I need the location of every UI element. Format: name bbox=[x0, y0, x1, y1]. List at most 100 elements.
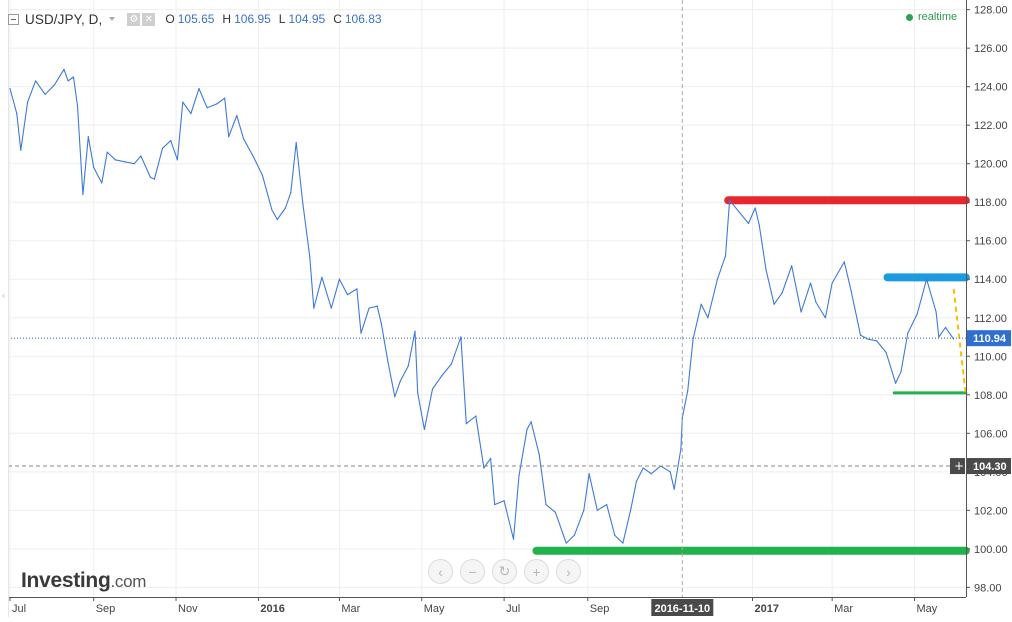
y-tick-label: 100.00 bbox=[974, 544, 1008, 556]
price-point bbox=[938, 336, 940, 338]
grid bbox=[8, 0, 966, 597]
price-point bbox=[916, 313, 918, 315]
price-point bbox=[824, 317, 827, 319]
price-point bbox=[900, 371, 902, 373]
price-point bbox=[114, 159, 116, 161]
settings-icon[interactable]: ⚙ bbox=[127, 12, 141, 26]
price-point bbox=[483, 467, 485, 469]
x-tick-label: May bbox=[424, 603, 445, 615]
scroll-right-button[interactable]: › bbox=[556, 559, 581, 584]
price-point bbox=[773, 303, 775, 305]
price-point bbox=[302, 203, 304, 205]
price-point bbox=[669, 471, 671, 473]
price-line-layer bbox=[9, 68, 955, 544]
close-icon[interactable]: ✕ bbox=[142, 12, 156, 26]
price-point bbox=[330, 307, 332, 309]
price-point bbox=[380, 322, 382, 325]
yellow-dashed-trend-line[interactable] bbox=[952, 288, 967, 395]
chevron-left-icon[interactable]: ‹ bbox=[2, 290, 5, 300]
price-point bbox=[228, 136, 230, 138]
price-point bbox=[87, 136, 89, 138]
x-tick-label: Mar bbox=[834, 603, 853, 615]
price-point bbox=[124, 161, 126, 163]
price-point bbox=[206, 107, 208, 109]
drawn-levels[interactable] bbox=[532, 196, 970, 555]
open-label: O bbox=[165, 12, 175, 26]
reset-button[interactable]: ↻ bbox=[492, 559, 517, 584]
chevron-down-icon[interactable] bbox=[109, 17, 116, 21]
price-point bbox=[831, 282, 833, 284]
current-price-label: 110.94 bbox=[973, 333, 1007, 345]
price-point bbox=[271, 209, 273, 211]
scroll-left-button[interactable]: ‹ bbox=[428, 559, 453, 584]
price-point bbox=[450, 363, 453, 365]
price-point bbox=[530, 421, 532, 423]
price-point bbox=[176, 159, 178, 161]
symbol-legend: USD/JPY, D, ⚙ ✕ O 105.65 H 106.95 L 104.… bbox=[8, 10, 382, 28]
price-point bbox=[182, 101, 184, 103]
crosshair-date-label: 2016-11-10 bbox=[654, 603, 710, 615]
y-tick-label: 110.00 bbox=[974, 351, 1007, 363]
x-tick-label: Sep bbox=[590, 603, 610, 615]
y-tick-label: 102.00 bbox=[974, 505, 1008, 517]
price-point bbox=[321, 276, 323, 278]
price-point bbox=[707, 317, 709, 319]
open-value: 105.65 bbox=[177, 12, 215, 26]
price-point bbox=[44, 93, 46, 95]
zoom-out-button[interactable]: − bbox=[460, 559, 485, 584]
price-point bbox=[236, 114, 238, 117]
y-tick-label: 122.00 bbox=[974, 120, 1008, 132]
price-point bbox=[170, 139, 172, 142]
price-point bbox=[758, 224, 760, 226]
realtime-label: realtime bbox=[918, 11, 958, 23]
y-tick-label: 118.00 bbox=[974, 197, 1007, 209]
refresh-icon: ↻ bbox=[498, 563, 511, 579]
x-tick-label: 2016 bbox=[260, 603, 284, 615]
low-label: L bbox=[278, 12, 286, 26]
price-point bbox=[635, 480, 638, 483]
price-point bbox=[538, 453, 540, 456]
price-point bbox=[503, 500, 505, 502]
high-value: 106.95 bbox=[234, 12, 271, 26]
price-point bbox=[545, 503, 547, 506]
price-point bbox=[313, 307, 315, 309]
price-point bbox=[554, 511, 557, 513]
price-point bbox=[518, 475, 520, 477]
collapse-legend-icon[interactable] bbox=[8, 13, 19, 25]
price-point bbox=[876, 340, 878, 342]
y-tick-label: 114.00 bbox=[974, 274, 1007, 286]
add-alert-button bbox=[950, 458, 965, 475]
price-point bbox=[161, 147, 164, 149]
price-point bbox=[63, 68, 65, 70]
axes: 98.00100.00102.00104.00106.00108.00110.0… bbox=[8, 0, 1011, 617]
y-tick-label: 98.00 bbox=[974, 582, 1002, 594]
zoom-in-button[interactable]: + bbox=[524, 559, 549, 584]
price-point bbox=[387, 361, 389, 363]
price-point bbox=[565, 542, 567, 544]
price-point bbox=[494, 503, 496, 506]
price-point bbox=[754, 207, 756, 209]
status-dot-icon bbox=[906, 13, 913, 21]
price-point bbox=[700, 303, 702, 305]
price-point bbox=[781, 292, 783, 294]
price-point bbox=[72, 76, 75, 78]
price-point bbox=[596, 509, 598, 511]
price-point bbox=[224, 97, 226, 99]
price-point bbox=[309, 255, 311, 257]
price-point bbox=[622, 542, 624, 544]
price-point bbox=[35, 80, 37, 82]
price-point bbox=[791, 265, 793, 267]
minus-icon: − bbox=[468, 563, 477, 580]
symbol-label[interactable]: USD/JPY, D, bbox=[25, 11, 103, 27]
price-point bbox=[198, 87, 200, 90]
price-point bbox=[93, 166, 95, 169]
price-point bbox=[338, 278, 340, 280]
crosshair bbox=[8, 0, 966, 597]
price-point bbox=[53, 84, 56, 86]
logo-suffix: .com bbox=[110, 572, 147, 591]
price-point bbox=[441, 374, 443, 377]
chevron-left-icon: ‹ bbox=[438, 563, 443, 580]
crosshair-date-tag bbox=[651, 599, 714, 616]
